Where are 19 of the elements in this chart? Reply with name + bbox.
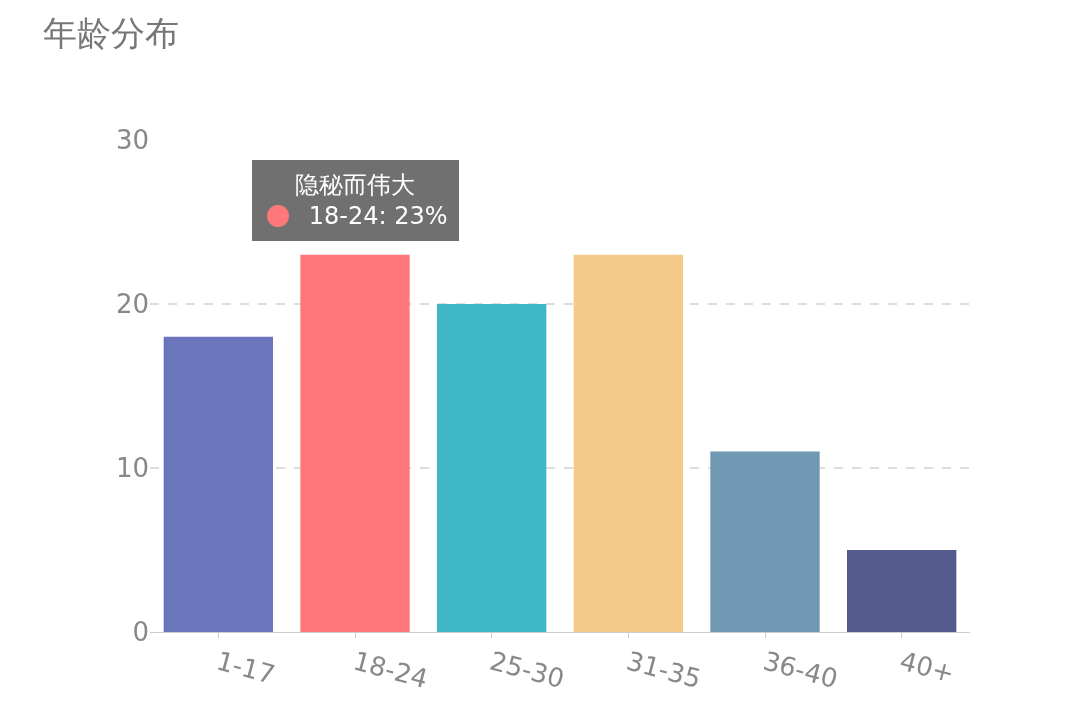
- y-tick-label: 30: [115, 125, 149, 156]
- bar: [710, 451, 820, 632]
- y-tick-label: 10: [115, 453, 149, 484]
- bar: [847, 550, 957, 632]
- chart-title: 年龄分布: [43, 13, 180, 54]
- bar: [300, 254, 410, 632]
- x-tick-label: 25-30: [486, 645, 568, 695]
- x-tick-label: 31-35: [623, 645, 705, 695]
- y-tick-label: 0: [132, 617, 149, 648]
- x-tick-label: 40+: [896, 645, 958, 689]
- y-tick-label: 20: [115, 289, 149, 320]
- text: 隐秘而伟大: [295, 171, 416, 199]
- x-tick-label: 36-40: [760, 645, 841, 695]
- x-tick-label: 18-24: [350, 645, 431, 695]
- bar: [163, 336, 273, 632]
- x-tick-label: 1-17: [213, 645, 279, 690]
- bar: [437, 304, 547, 632]
- bar: [573, 254, 683, 632]
- annotation: 18-24: 23%: [263, 202, 448, 231]
